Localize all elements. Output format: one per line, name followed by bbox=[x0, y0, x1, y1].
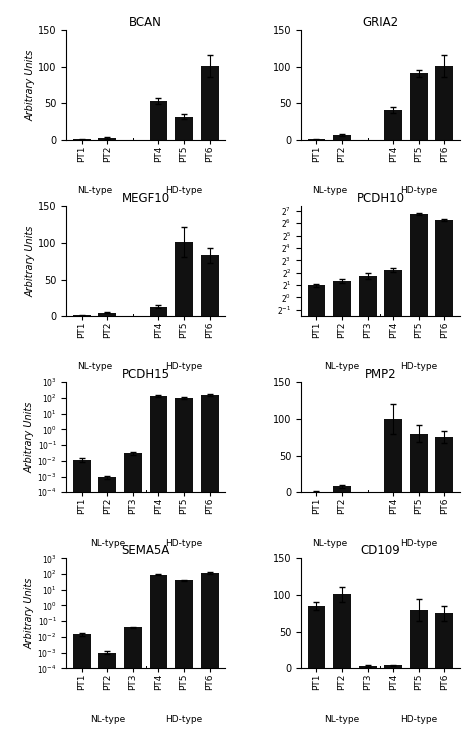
Bar bbox=[359, 276, 377, 751]
Y-axis label: Arbitrary Units: Arbitrary Units bbox=[26, 225, 36, 297]
Bar bbox=[149, 101, 167, 140]
Text: HD-type: HD-type bbox=[165, 538, 203, 547]
Bar bbox=[175, 116, 193, 140]
Bar bbox=[175, 242, 193, 316]
Bar bbox=[98, 138, 116, 140]
Bar bbox=[124, 454, 142, 751]
Title: SEMA5A: SEMA5A bbox=[121, 544, 170, 557]
Bar bbox=[410, 214, 428, 751]
Text: HD-type: HD-type bbox=[400, 363, 438, 372]
Bar bbox=[384, 419, 402, 493]
Bar bbox=[384, 270, 402, 751]
Text: NL-type: NL-type bbox=[325, 715, 360, 724]
Bar bbox=[201, 255, 219, 316]
Bar bbox=[436, 66, 454, 140]
Bar bbox=[384, 110, 402, 140]
Text: NL-type: NL-type bbox=[312, 538, 347, 547]
Bar bbox=[73, 634, 91, 751]
Bar bbox=[175, 398, 193, 751]
Bar bbox=[410, 610, 428, 668]
Text: NL-type: NL-type bbox=[90, 715, 125, 724]
Bar bbox=[384, 665, 402, 668]
Bar bbox=[73, 460, 91, 751]
Text: HD-type: HD-type bbox=[165, 715, 203, 724]
Bar bbox=[98, 312, 116, 316]
Y-axis label: Arbitrary Units: Arbitrary Units bbox=[26, 50, 36, 121]
Bar bbox=[124, 628, 142, 751]
Bar bbox=[359, 666, 377, 668]
Bar bbox=[201, 66, 219, 140]
Text: HD-type: HD-type bbox=[165, 186, 203, 195]
Bar bbox=[333, 281, 351, 751]
Title: GRIA2: GRIA2 bbox=[363, 16, 399, 29]
Bar bbox=[333, 135, 351, 140]
Text: HD-type: HD-type bbox=[400, 538, 438, 547]
Title: PCDH10: PCDH10 bbox=[356, 192, 404, 205]
Bar bbox=[333, 487, 351, 493]
Bar bbox=[436, 437, 454, 493]
Title: BCAN: BCAN bbox=[129, 16, 162, 29]
Title: PCDH15: PCDH15 bbox=[122, 368, 170, 381]
Bar bbox=[98, 653, 116, 751]
Y-axis label: Arbitrary Units: Arbitrary Units bbox=[25, 578, 35, 649]
Bar bbox=[201, 573, 219, 751]
Bar bbox=[308, 285, 326, 751]
Bar bbox=[98, 478, 116, 751]
Text: NL-type: NL-type bbox=[325, 363, 360, 372]
Bar bbox=[333, 594, 351, 668]
Bar bbox=[175, 581, 193, 751]
Title: PMP2: PMP2 bbox=[365, 368, 396, 381]
Bar bbox=[410, 433, 428, 493]
Text: HD-type: HD-type bbox=[400, 186, 438, 195]
Bar bbox=[436, 614, 454, 668]
Text: NL-type: NL-type bbox=[77, 363, 112, 372]
Text: NL-type: NL-type bbox=[312, 186, 347, 195]
Bar bbox=[149, 306, 167, 316]
Bar bbox=[149, 397, 167, 751]
Bar bbox=[201, 395, 219, 751]
Text: NL-type: NL-type bbox=[90, 538, 125, 547]
Title: MEGF10: MEGF10 bbox=[122, 192, 170, 205]
Text: HD-type: HD-type bbox=[400, 715, 438, 724]
Y-axis label: Arbitrary Units: Arbitrary Units bbox=[25, 402, 35, 473]
Bar bbox=[149, 575, 167, 751]
Title: CD109: CD109 bbox=[361, 544, 401, 557]
Bar bbox=[410, 74, 428, 140]
Text: HD-type: HD-type bbox=[165, 363, 203, 372]
Bar bbox=[308, 606, 326, 668]
Bar bbox=[436, 220, 454, 751]
Text: NL-type: NL-type bbox=[77, 186, 112, 195]
